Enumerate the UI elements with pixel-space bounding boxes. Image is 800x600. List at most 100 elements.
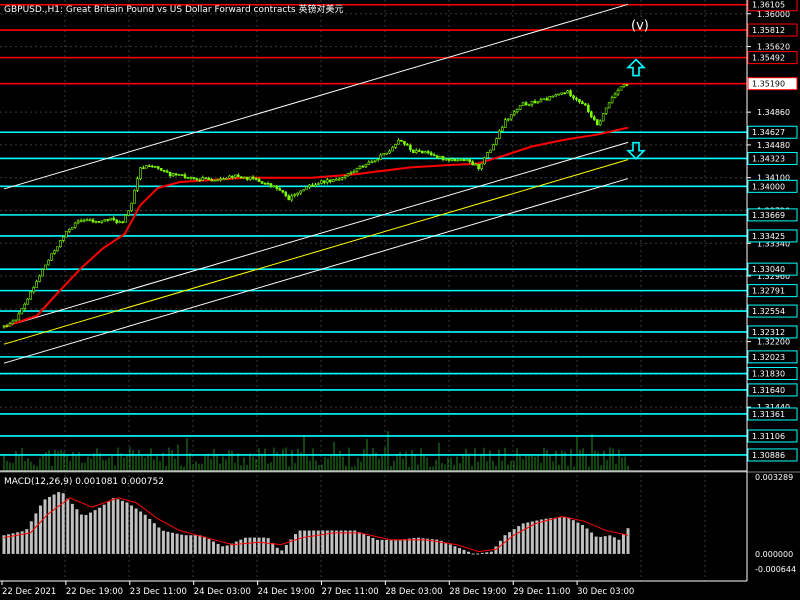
candle-body [364, 164, 368, 167]
candle-body [355, 168, 359, 172]
candle-body [67, 228, 71, 232]
macd-bar [20, 531, 24, 554]
macd-bar [558, 517, 562, 554]
channel-lines[interactable] [3, 3, 629, 364]
candle-body [412, 149, 415, 153]
candle-body [435, 155, 439, 159]
macd-bar [102, 504, 106, 554]
candle-body [222, 178, 225, 181]
candle-body [619, 86, 623, 91]
candle-body [308, 184, 311, 188]
candle-body [444, 158, 448, 161]
macd-bar [371, 537, 375, 554]
candle-body [557, 93, 560, 96]
macd-bar [7, 534, 11, 554]
level-label-text: 1.34000 [752, 182, 785, 191]
macd-bar [107, 501, 111, 554]
candle-body [358, 165, 362, 169]
time-tick-label: 30 Dec 03:00 [577, 587, 634, 597]
macd-bar [394, 539, 398, 554]
macd-bar [412, 537, 416, 554]
candle-body [426, 151, 430, 154]
candle-body [293, 194, 296, 197]
candle-body [379, 154, 383, 160]
macd-bar [421, 538, 425, 554]
candle-body [239, 176, 243, 179]
candle-body [272, 185, 276, 188]
price-tick-label: 1.32200 [757, 338, 790, 347]
macd-bar [467, 551, 471, 554]
macd-bar [407, 538, 411, 554]
level-label-text: 1.32023 [752, 353, 785, 362]
level-label-box [747, 179, 798, 193]
candle-body [592, 116, 596, 120]
candle-body [94, 221, 98, 223]
up-arrow-icon[interactable] [626, 58, 646, 77]
candle-body [397, 139, 400, 145]
candle-body [352, 170, 356, 173]
candle-body [14, 319, 18, 322]
candle-body [124, 215, 127, 223]
macd-bar [307, 530, 311, 554]
candle-body [109, 217, 113, 221]
candle-body [492, 144, 495, 151]
macd-bar [544, 518, 548, 554]
price-levels[interactable] [0, 3, 747, 456]
macd-bar [298, 530, 302, 554]
level-label-text: 1.34323 [752, 154, 785, 163]
time-tick-label: 22 Dec 2021 [2, 587, 56, 597]
macd-bar [120, 500, 124, 554]
candle-body [554, 94, 558, 97]
price-tick-label: 1.36000 [757, 10, 790, 19]
candle-body [168, 172, 172, 177]
macd-bar [157, 527, 161, 554]
candle-body [91, 219, 95, 223]
candle-body [127, 210, 130, 216]
macd-bar [626, 528, 630, 554]
candle-body [474, 163, 477, 166]
macd-bar [225, 545, 229, 554]
price-tick-label: 1.35620 [757, 43, 790, 52]
macd-bar [580, 525, 584, 554]
candle-body [595, 119, 599, 126]
down-arrow-icon[interactable] [626, 141, 646, 160]
candle-body [198, 179, 202, 182]
candle-body [219, 178, 222, 181]
macd-bar [512, 529, 516, 554]
candle-body [38, 275, 41, 282]
macd-bar [553, 517, 557, 554]
level-label-text: 1.35190 [752, 80, 785, 89]
candle-body [447, 158, 451, 161]
candle-body [465, 159, 469, 161]
macd-bar [530, 521, 534, 554]
candle-body [518, 105, 522, 110]
macd-bar [430, 539, 434, 554]
candle-body [260, 181, 264, 184]
candle-body [100, 220, 104, 223]
candle-body [625, 84, 629, 86]
macd-bar [416, 537, 420, 554]
macd-bar [476, 553, 480, 555]
candle-body [400, 139, 403, 142]
candle-body [62, 236, 65, 241]
macd-bar [25, 529, 29, 554]
candle-body [607, 102, 611, 109]
macd-bar [175, 533, 179, 554]
channel-line-base [3, 178, 629, 364]
macd-bar [212, 541, 216, 554]
candle-body [269, 183, 273, 187]
macd-bar [52, 494, 56, 554]
signal-arrows[interactable]: (v) [626, 18, 649, 160]
macd-bar [243, 537, 247, 554]
candle-body [438, 155, 442, 159]
candle-body [189, 177, 193, 179]
time-tick-label: 24 Dec 03:00 [194, 587, 251, 597]
time-tick-label: 24 Dec 19:00 [258, 587, 315, 597]
macd-bar [29, 521, 33, 554]
macd-bar [239, 539, 243, 554]
macd-bar [221, 546, 225, 554]
macd-bar [130, 505, 134, 554]
